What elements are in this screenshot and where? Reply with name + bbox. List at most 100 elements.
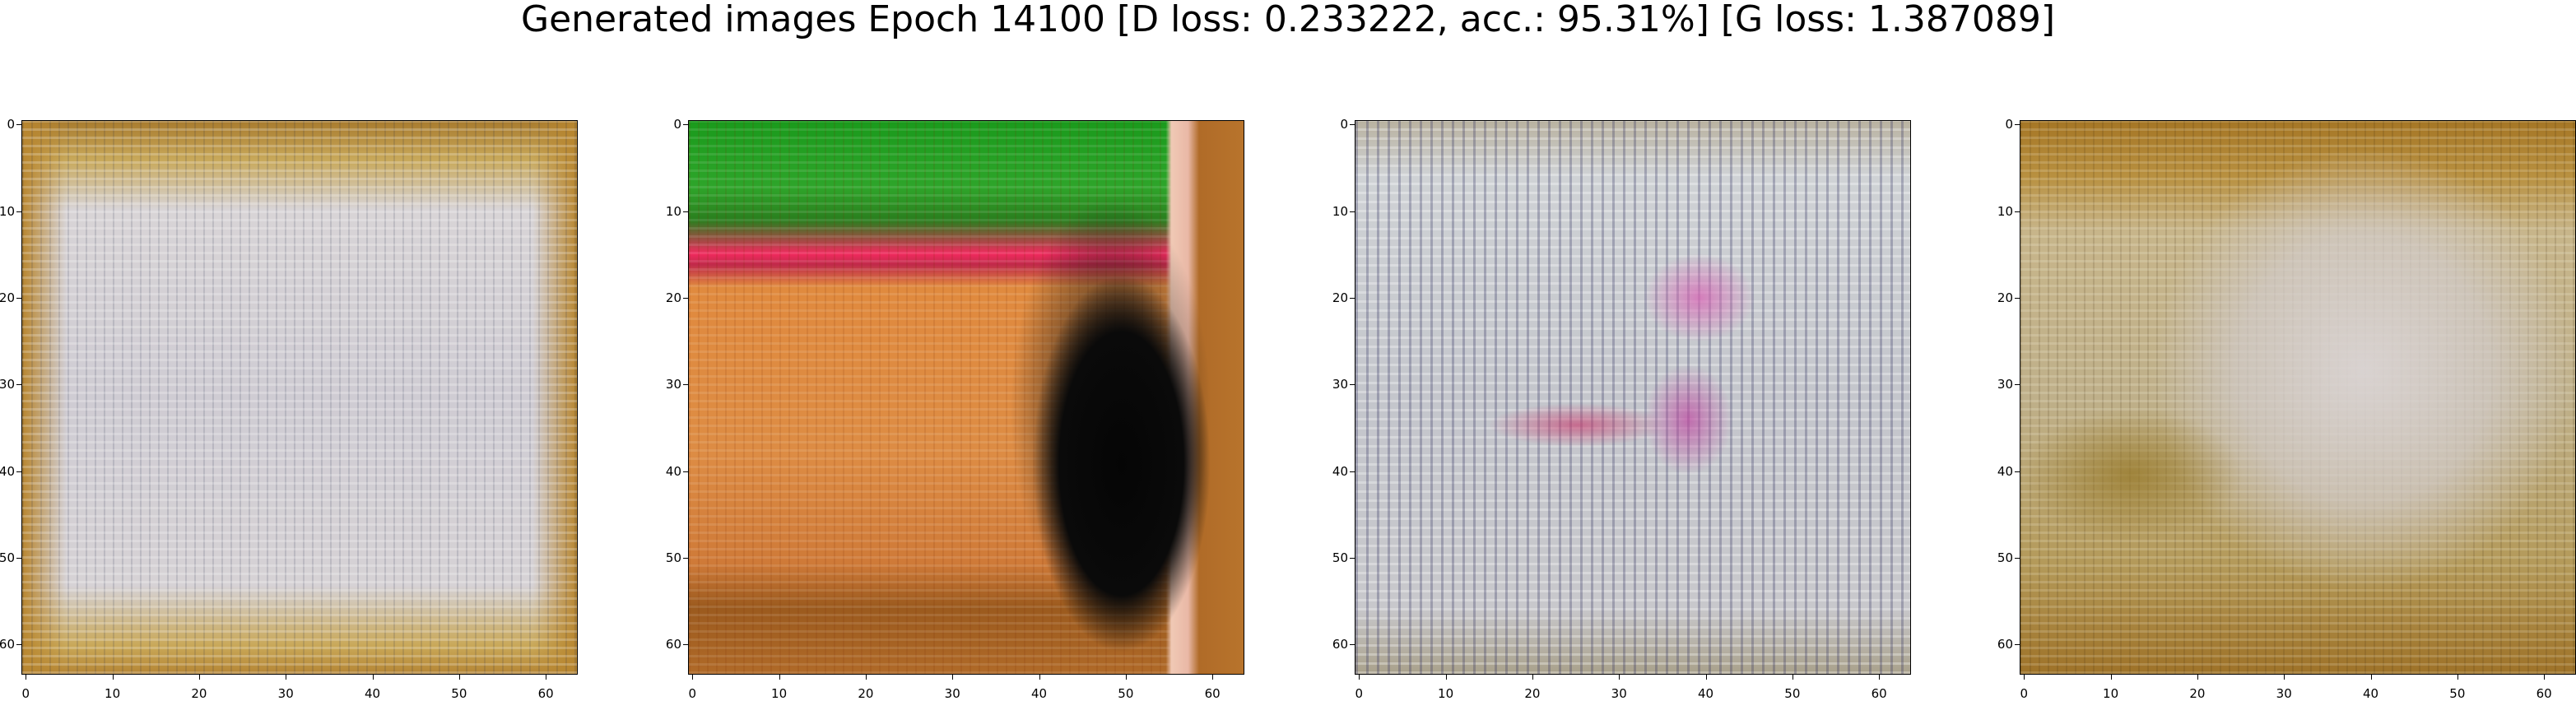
x-tick-mark (1532, 675, 1533, 680)
y-tick-label: 10 (665, 203, 681, 219)
generated-image-panel-4: 0 10 20 30 40 50 60 0 10 20 30 40 50 60 (1997, 117, 2576, 701)
y-tick-mark (683, 297, 688, 299)
y-tick-label: 0 (673, 117, 681, 132)
x-tick-mark (1359, 675, 1360, 680)
y-tick-label: 50 (0, 550, 15, 565)
y-tick-label: 40 (665, 463, 681, 479)
y-tick-mark (2015, 124, 2020, 126)
x-tick-mark (2284, 675, 2285, 680)
x-tick-mark (2110, 675, 2112, 680)
x-tick-label: 20 (191, 686, 207, 701)
y-tick-mark (683, 124, 688, 126)
y-tick-label: 20 (665, 290, 681, 305)
x-tick-label: 40 (364, 686, 381, 701)
y-tick-mark (16, 211, 21, 212)
x-tick-mark (865, 675, 867, 680)
x-tick-mark (2457, 675, 2458, 680)
y-tick-label: 10 (0, 203, 15, 219)
y-tick-label: 0 (2005, 117, 2013, 132)
x-tick-label: 60 (537, 686, 554, 701)
y-tick-label: 40 (0, 463, 15, 479)
x-tick-mark (2544, 675, 2546, 680)
x-tick-label: 50 (2449, 686, 2466, 701)
x-tick-mark (1445, 675, 1447, 680)
y-tick-mark (1350, 557, 1355, 559)
generated-image-panel-2: 0 10 20 30 40 50 60 0 10 20 30 40 50 60 (666, 117, 1244, 701)
generated-image-panel-3: 0 10 20 30 40 50 60 0 10 20 30 40 50 60 (1332, 117, 1911, 701)
y-tick-label: 10 (1997, 203, 2013, 219)
y-tick-mark (2015, 384, 2020, 386)
x-tick-mark (198, 675, 200, 680)
y-tick-label: 30 (1997, 377, 2013, 392)
x-tick-label: 0 (21, 686, 30, 701)
generated-image-4 (2020, 120, 2576, 675)
x-tick-mark (952, 675, 954, 680)
x-tick-mark (458, 675, 460, 680)
y-tick-label: 60 (1332, 637, 1348, 652)
x-tick-mark (2024, 675, 2025, 680)
y-tick-label: 40 (1332, 463, 1348, 479)
y-tick-label: 0 (1340, 117, 1348, 132)
x-tick-mark (692, 675, 694, 680)
x-tick-label: 40 (2362, 686, 2379, 701)
x-tick-label: 50 (1784, 686, 1801, 701)
x-tick-mark (1619, 675, 1620, 680)
y-tick-label: 0 (7, 117, 15, 132)
y-tick-mark (1350, 644, 1355, 646)
x-tick-label: 50 (1118, 686, 1134, 701)
y-tick-mark (683, 384, 688, 386)
x-tick-mark (372, 675, 374, 680)
y-tick-mark (1350, 124, 1355, 126)
x-tick-mark (1039, 675, 1040, 680)
y-tick-mark (2015, 557, 2020, 559)
y-tick-label: 40 (1997, 463, 2013, 479)
y-tick-mark (16, 557, 21, 559)
y-tick-mark (16, 124, 21, 126)
y-tick-mark (16, 297, 21, 299)
y-tick-mark (683, 471, 688, 472)
x-tick-mark (2370, 675, 2372, 680)
x-tick-label: 50 (451, 686, 467, 701)
x-tick-mark (1212, 675, 1214, 680)
y-tick-label: 50 (1332, 550, 1348, 565)
x-tick-mark (1705, 675, 1707, 680)
y-tick-mark (2015, 297, 2020, 299)
x-tick-label: 30 (2276, 686, 2292, 701)
x-tick-label: 0 (1355, 686, 1364, 701)
generated-image-panel-1: 0 10 20 30 40 50 60 0 10 20 30 40 50 60 (0, 117, 578, 701)
x-tick-label: 60 (2536, 686, 2552, 701)
y-tick-label: 50 (665, 550, 681, 565)
x-tick-mark (1125, 675, 1127, 680)
y-tick-label: 20 (0, 290, 15, 305)
y-tick-mark (1350, 384, 1355, 386)
y-tick-label: 20 (1997, 290, 2013, 305)
y-tick-mark (16, 644, 21, 646)
generated-image-2 (688, 120, 1244, 675)
x-tick-label: 10 (1438, 686, 1454, 701)
x-tick-label: 40 (1697, 686, 1714, 701)
y-tick-label: 60 (665, 637, 681, 652)
y-tick-mark (683, 557, 688, 559)
x-tick-label: 10 (105, 686, 121, 701)
x-tick-mark (779, 675, 780, 680)
x-tick-label: 30 (944, 686, 960, 701)
figure-title: Generated images Epoch 14100 [D loss: 0.… (520, 0, 2056, 40)
y-tick-mark (1350, 471, 1355, 472)
x-tick-label: 60 (1871, 686, 1887, 701)
y-tick-label: 20 (1332, 290, 1348, 305)
y-tick-mark (2015, 644, 2020, 646)
y-tick-mark (683, 211, 688, 212)
x-tick-mark (2197, 675, 2198, 680)
y-tick-label: 60 (1997, 637, 2013, 652)
x-tick-label: 20 (2189, 686, 2206, 701)
y-tick-label: 30 (0, 377, 15, 392)
x-tick-mark (112, 675, 114, 680)
y-tick-mark (2015, 471, 2020, 472)
y-tick-mark (16, 384, 21, 386)
y-tick-label: 30 (1332, 377, 1348, 392)
x-tick-label: 10 (2103, 686, 2119, 701)
x-tick-label: 30 (1611, 686, 1627, 701)
x-tick-label: 40 (1030, 686, 1048, 701)
y-tick-mark (1350, 211, 1355, 212)
y-tick-mark (2015, 211, 2020, 212)
